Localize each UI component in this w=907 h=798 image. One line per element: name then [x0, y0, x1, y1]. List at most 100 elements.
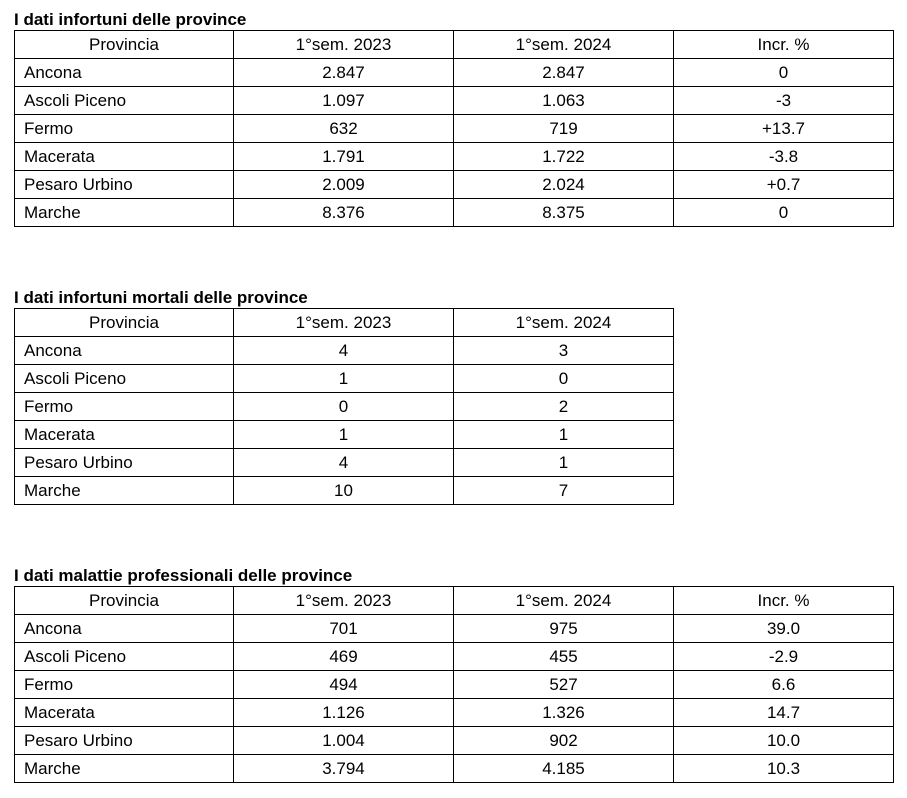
- province-name-cell: Marche: [14, 198, 234, 227]
- value-cell: 4.185: [453, 754, 674, 783]
- value-cell: 527: [453, 670, 674, 699]
- table-row: Fermo 0 2: [14, 392, 674, 421]
- value-cell: 2.847: [233, 58, 454, 87]
- value-cell: +0.7: [673, 170, 894, 199]
- table-row: Pesaro Urbino 2.009 2.024 +0.7: [14, 170, 894, 199]
- table-row: Marche 8.376 8.375 0: [14, 198, 894, 227]
- value-cell: 3.794: [233, 754, 454, 783]
- province-name-cell: Fermo: [14, 392, 234, 421]
- column-header: Provincia: [14, 586, 234, 615]
- infortuni-title: I dati infortuni delle province: [14, 10, 247, 29]
- value-cell: 632: [233, 114, 454, 143]
- mortali-title: I dati infortuni mortali delle province: [14, 288, 308, 307]
- value-cell: 0: [233, 392, 454, 421]
- value-cell: 1: [233, 364, 454, 393]
- province-name-cell: Macerata: [14, 142, 234, 171]
- mortali-table: Provincia 1°sem. 2023 1°sem. 2024 Ancona 4 3 A…: [14, 308, 674, 505]
- column-header: Provincia: [14, 30, 234, 59]
- table-row: Fermo 494 527 6.6: [14, 670, 894, 699]
- infortuni-section: I dati infortuni delle province Provinci…: [14, 10, 894, 227]
- value-cell: 0: [453, 364, 674, 393]
- table-row: Pesaro Urbino 1.004 902 10.0: [14, 726, 894, 755]
- value-cell: 902: [453, 726, 674, 755]
- table-row: Macerata 1.791 1.722 -3.8: [14, 142, 894, 171]
- value-cell: 1.722: [453, 142, 674, 171]
- column-header: Incr. %: [673, 586, 894, 615]
- value-cell: -2.9: [673, 642, 894, 671]
- value-cell: 494: [233, 670, 454, 699]
- table-row: Marche 10 7: [14, 476, 674, 505]
- value-cell: 455: [453, 642, 674, 671]
- province-name-cell: Ancona: [14, 336, 234, 365]
- value-cell: 1: [453, 420, 674, 449]
- table-row: Marche 3.794 4.185 10.3: [14, 754, 894, 783]
- province-name-cell: Macerata: [14, 420, 234, 449]
- value-cell: 10.3: [673, 754, 894, 783]
- table-row: Ascoli Piceno 1 0: [14, 364, 674, 393]
- column-header: 1°sem. 2023: [233, 586, 454, 615]
- table-row: Ancona 2.847 2.847 0: [14, 58, 894, 87]
- table-row: Fermo 632 719 +13.7: [14, 114, 894, 143]
- value-cell: 469: [233, 642, 454, 671]
- table-header-row: Provincia 1°sem. 2023 1°sem. 2024 Incr. %: [14, 586, 894, 615]
- value-cell: 39.0: [673, 614, 894, 643]
- column-header: 1°sem. 2024: [453, 30, 674, 59]
- value-cell: 2.009: [233, 170, 454, 199]
- value-cell: +13.7: [673, 114, 894, 143]
- table-row: Ascoli Piceno 469 455 -2.9: [14, 642, 894, 671]
- value-cell: 719: [453, 114, 674, 143]
- province-name-cell: Marche: [14, 754, 234, 783]
- malattie-section: I dati malattie professionali delle prov…: [14, 566, 894, 783]
- value-cell: 8.376: [233, 198, 454, 227]
- value-cell: 10.0: [673, 726, 894, 755]
- table-row: Ancona 701 975 39.0: [14, 614, 894, 643]
- province-name-cell: Ancona: [14, 614, 234, 643]
- value-cell: 1.126: [233, 698, 454, 727]
- value-cell: 0: [673, 198, 894, 227]
- value-cell: 1.097: [233, 86, 454, 115]
- column-header: Provincia: [14, 308, 234, 337]
- table-row: Ascoli Piceno 1.097 1.063 -3: [14, 86, 894, 115]
- province-name-cell: Fermo: [14, 670, 234, 699]
- province-name-cell: Ascoli Piceno: [14, 86, 234, 115]
- value-cell: 6.6: [673, 670, 894, 699]
- value-cell: 2.847: [453, 58, 674, 87]
- province-name-cell: Ancona: [14, 58, 234, 87]
- column-header: 1°sem. 2024: [453, 586, 674, 615]
- value-cell: 701: [233, 614, 454, 643]
- malattie-title: I dati malattie professionali delle prov…: [14, 566, 353, 585]
- province-name-cell: Ascoli Piceno: [14, 642, 234, 671]
- value-cell: 975: [453, 614, 674, 643]
- province-name-cell: Ascoli Piceno: [14, 364, 234, 393]
- value-cell: 7: [453, 476, 674, 505]
- column-header: Incr. %: [673, 30, 894, 59]
- value-cell: 0: [673, 58, 894, 87]
- mortali-section: I dati infortuni mortali delle province …: [14, 288, 674, 505]
- value-cell: 3: [453, 336, 674, 365]
- value-cell: -3.8: [673, 142, 894, 171]
- province-name-cell: Marche: [14, 476, 234, 505]
- value-cell: 1.063: [453, 86, 674, 115]
- value-cell: 10: [233, 476, 454, 505]
- value-cell: 2: [453, 392, 674, 421]
- province-name-cell: Macerata: [14, 698, 234, 727]
- table-row: Ancona 4 3: [14, 336, 674, 365]
- value-cell: 1: [233, 420, 454, 449]
- table-row: Pesaro Urbino 4 1: [14, 448, 674, 477]
- value-cell: 1.004: [233, 726, 454, 755]
- value-cell: 1.326: [453, 698, 674, 727]
- infortuni-table: Provincia 1°sem. 2023 1°sem. 2024 Incr. % An…: [14, 30, 894, 227]
- value-cell: 1.791: [233, 142, 454, 171]
- table-header-row: Provincia 1°sem. 2023 1°sem. 2024 Incr. %: [14, 30, 894, 59]
- value-cell: 14.7: [673, 698, 894, 727]
- province-name-cell: Pesaro Urbino: [14, 448, 234, 477]
- province-name-cell: Pesaro Urbino: [14, 170, 234, 199]
- province-name-cell: Pesaro Urbino: [14, 726, 234, 755]
- province-name-cell: Fermo: [14, 114, 234, 143]
- column-header: 1°sem. 2024: [453, 308, 674, 337]
- table-row: Macerata 1 1: [14, 420, 674, 449]
- malattie-table: Provincia 1°sem. 2023 1°sem. 2024 Incr. % An…: [14, 586, 894, 783]
- column-header: 1°sem. 2023: [233, 30, 454, 59]
- value-cell: 1: [453, 448, 674, 477]
- value-cell: 4: [233, 336, 454, 365]
